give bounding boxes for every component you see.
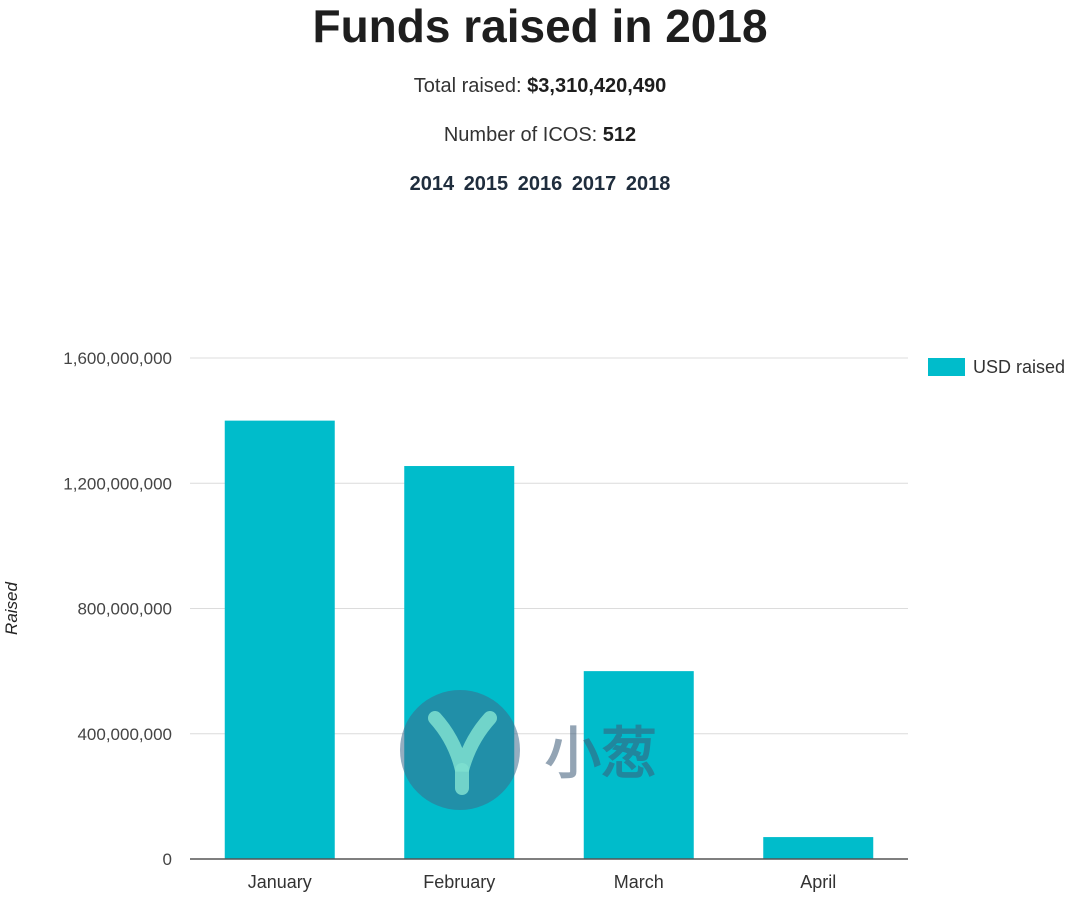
icos-label: Number of ICOS: xyxy=(443,124,603,146)
year-link-2015[interactable]: 2015 xyxy=(463,173,509,195)
bars xyxy=(224,420,874,859)
watermark-text: 小葱 xyxy=(545,722,657,787)
year-link-2014[interactable]: 2014 xyxy=(409,173,455,195)
x-tick-label: March xyxy=(614,872,664,892)
total-raised-label: Total raised: xyxy=(413,75,528,97)
year-link-2017[interactable]: 2017 xyxy=(571,173,617,195)
icos-value: 512 xyxy=(602,124,637,146)
y-tick-label: 800,000,000 xyxy=(77,600,172,619)
y-axis-ticks: 0 400,000,000 800,000,000 1,200,000,000 1,60… xyxy=(63,349,172,869)
y-tick-label: 1,200,000,000 xyxy=(63,474,172,493)
bar-march[interactable] xyxy=(583,671,694,859)
legend-label: USD raised xyxy=(973,357,1065,377)
y-tick-label: 400,000,000 xyxy=(77,725,172,744)
bar-january[interactable] xyxy=(224,420,335,859)
year-link-2018[interactable]: 2018 xyxy=(625,173,671,195)
legend: USD raised xyxy=(928,357,1065,377)
y-axis-label: Raised xyxy=(2,581,21,634)
watermark-logo: 小葱 xyxy=(400,690,657,810)
bar-april[interactable] xyxy=(763,837,874,859)
number-of-icos: Number of ICOS: 512 xyxy=(0,123,1080,147)
y-tick-label: 0 xyxy=(163,850,172,869)
legend-swatch xyxy=(928,358,965,376)
x-tick-label: February xyxy=(423,872,495,892)
total-raised: Total raised: $3,310,420,490 xyxy=(0,74,1080,98)
y-tick-label: 1,600,000,000 xyxy=(63,349,172,368)
total-raised-value: $3,310,420,490 xyxy=(527,75,667,97)
x-tick-label: April xyxy=(800,872,836,892)
year-selector: 2014 2015 2016 2017 2018 xyxy=(0,172,1080,196)
x-tick-label: January xyxy=(248,872,312,892)
x-axis-ticks: January February March April xyxy=(248,872,837,892)
year-link-2016[interactable]: 2016 xyxy=(517,173,563,195)
bar-chart: 0 400,000,000 800,000,000 1,200,000,000 1,60… xyxy=(2,349,1065,892)
page-title: Funds raised in 2018 xyxy=(312,0,768,52)
